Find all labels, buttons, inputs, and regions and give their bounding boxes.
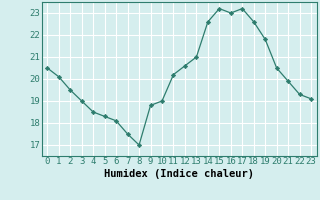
X-axis label: Humidex (Indice chaleur): Humidex (Indice chaleur) [104, 169, 254, 179]
